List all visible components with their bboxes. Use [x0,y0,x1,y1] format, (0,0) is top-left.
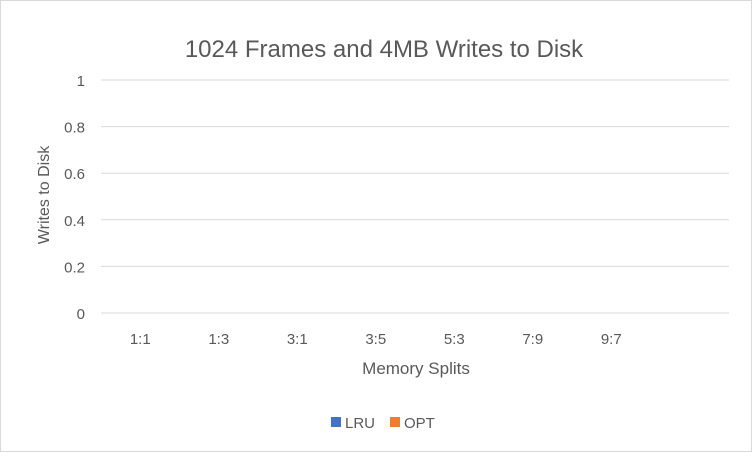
x-tick-label: 1:3 [208,331,229,348]
y-tick-label: 0 [77,306,85,323]
legend-swatch-lru [331,417,341,427]
y-axis-title: Writes to Disk [36,145,53,244]
x-tick-label: 9:7 [601,331,622,348]
y-tick-label: 0.6 [64,166,85,183]
x-tick-label: 5:3 [444,331,465,348]
x-tick-label: 3:5 [365,331,386,348]
chart-title: 1024 Frames and 4MB Writes to Disk [185,36,584,63]
x-tick-label: 3:1 [287,331,308,348]
x-tick-label: 1:1 [130,331,151,348]
x-axis-title: Memory Splits [362,359,470,378]
legend: LRU OPT [331,415,435,432]
y-tick-label: 0.4 [64,213,85,230]
gridlines [101,79,729,314]
x-tick-labels: 1:1 1:3 3:1 3:5 5:3 7:9 9:7 [130,331,622,348]
legend-swatch-opt [390,417,400,427]
x-tick-label: 7:9 [522,331,543,348]
y-tick-label: 0.2 [64,259,85,276]
y-tick-label: 1 [77,73,85,90]
legend-label-opt: OPT [404,415,435,432]
y-tick-label: 0.8 [64,120,85,137]
legend-label-lru: LRU [345,415,375,432]
y-tick-labels: 0 0.2 0.4 0.6 0.8 1 [64,73,85,323]
